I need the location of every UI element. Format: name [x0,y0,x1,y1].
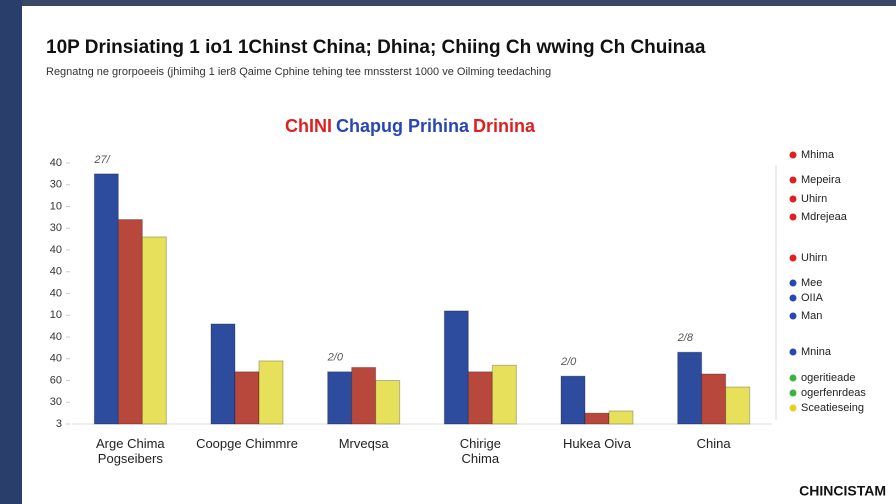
bar [491,364,517,425]
y-tick-label: 40 [50,157,62,169]
x-tick-label: Mrveqsa [338,436,389,451]
legend-label: Mdrejeaa [801,211,848,223]
footer: CHINCISTAM [799,483,886,499]
chart-title-part: Chapug Prihina [336,116,470,136]
chart-title-part: ChINI [285,116,332,136]
legend-label: Uhirn [801,252,827,264]
bar [258,360,284,425]
y-tick-label: 40 [50,244,62,256]
legend-label: Mepeira [801,174,842,186]
legend-label: Mnina [801,346,832,358]
legend-swatch [789,404,797,412]
legend-swatch [789,254,797,262]
chart-title-part: Drinina [473,116,536,136]
y-tick-label: 40 [50,287,62,299]
y-tick-label: 40 [50,331,62,343]
legend-swatch [789,213,797,221]
legend-label: Sceatieseing [801,402,864,414]
page-title: 10P Drinsiating 1 io1 1Chinst China; Dhi… [46,37,706,58]
y-tick-label: 30 [50,396,62,408]
legend-swatch [789,389,797,397]
legend-swatch [789,279,797,287]
y-tick-label: 40 [50,353,62,365]
top-bar [0,0,896,6]
annotation: 27/ [93,154,110,166]
chart-title: ChINI Chapug Prihina Drinina [285,116,536,136]
legend-swatch [789,176,797,184]
side-bar [0,0,22,504]
legend-label: ogerfenrdeas [801,387,866,399]
bar [701,373,727,425]
x-tick-label: Hukea Oiva [563,436,631,451]
x-tick-label: China [696,436,731,451]
legend-swatch [789,195,797,203]
bar [608,410,634,425]
bar [584,412,610,425]
x-tick-label: Coopge Chimmre [196,436,298,451]
legend-swatch [789,348,797,356]
y-tick-label: 60 [50,374,62,386]
y-tick-label: 30 [50,222,62,234]
y-tick-label: 10 [50,200,62,212]
bar [351,366,377,425]
y-tick-label: 10 [50,309,62,321]
y-tick-label: 3 [56,418,62,430]
bar [725,386,751,425]
bar [210,323,236,425]
bar [327,371,353,425]
bar [234,371,260,425]
bar [375,380,401,425]
bar [560,375,586,425]
legend-swatch [789,294,797,302]
legend-label: ogeritieade [801,372,855,384]
legend-label: Man [801,310,822,322]
bar [117,219,143,425]
legend-swatch [789,312,797,320]
bar [677,351,703,425]
legend-label: Uhirn [801,193,827,205]
annotation: 2/8 [677,332,694,344]
legend-label: Mhima [801,149,835,161]
bar [467,371,493,425]
legend-swatch [789,374,797,382]
x-tick-label: Arge Chima Pogseibers [96,436,165,466]
bar [141,236,167,425]
bar [443,310,469,425]
legend-swatch [789,151,797,159]
legend-label: OIIA [801,292,824,304]
x-tick-label: Chirige Chima [459,436,501,466]
legend-label: Mee [801,277,822,289]
annotation: 2/0 [327,352,344,364]
y-tick-label: 30 [50,179,62,191]
annotation: 2/0 [560,356,577,368]
bar [93,173,119,425]
y-tick-label: 40 [50,266,62,278]
page-subtitle: Regnatng ne grorpoeeis (jhimihg 1 ier8 Q… [46,66,551,78]
